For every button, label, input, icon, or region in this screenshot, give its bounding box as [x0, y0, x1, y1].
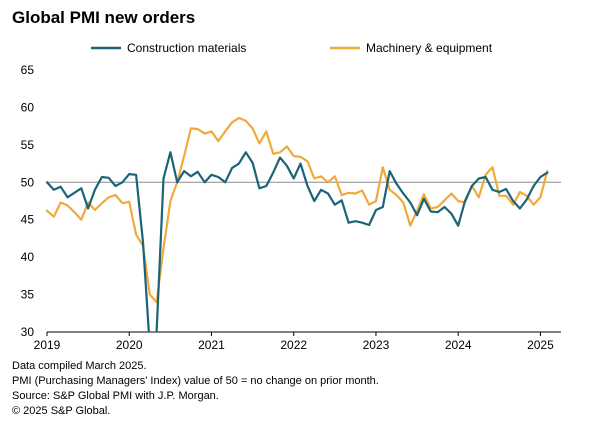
note-source: Source: S&P Global PMI with J.P. Morgan.	[12, 390, 219, 402]
series-line-machinery-equipment	[45, 116, 549, 304]
x-tick-label-2024: 2024	[445, 338, 472, 352]
y-tick-label-50: 50	[21, 175, 35, 189]
x-axis: 2019 2020 2021 2022 2023 2024 2025	[34, 331, 561, 352]
x-tick-label-2022: 2022	[280, 338, 307, 352]
note-copyright: © 2025 S&P Global.	[12, 405, 111, 417]
chart-svg: Construction materials Machinery & equip…	[21, 41, 561, 352]
y-tick-label-55: 55	[21, 138, 35, 152]
legend-label-machinery-equipment: Machinery & equipment	[366, 41, 493, 55]
legend: Construction materials Machinery & equip…	[91, 41, 493, 55]
y-tick-label-45: 45	[21, 213, 35, 227]
x-tick-label-2019: 2019	[34, 338, 61, 352]
x-tick-label-2023: 2023	[363, 338, 390, 352]
chart-title: Global PMI new orders	[12, 8, 196, 27]
note-data-compiled: Data compiled March 2025.	[12, 360, 147, 372]
x-tick-label-2021: 2021	[198, 338, 225, 352]
series-layer	[45, 116, 549, 332]
y-tick-label-60: 60	[21, 100, 35, 114]
x-tick-label-2020: 2020	[116, 338, 143, 352]
y-axis: 30 35 40 45 50 55 60 65	[21, 63, 35, 339]
y-tick-label-65: 65	[21, 63, 35, 77]
y-tick-label-35: 35	[21, 288, 35, 302]
series-line-construction-materials	[45, 151, 549, 332]
y-tick-label-30: 30	[21, 325, 35, 339]
x-tick-label-2025: 2025	[527, 338, 554, 352]
y-tick-label-40: 40	[21, 250, 35, 264]
note-pmi-definition: PMI (Purchasing Managers' Index) value o…	[12, 375, 379, 387]
chart-notes: Data compiled March 2025. PMI (Purchasin…	[12, 359, 379, 419]
legend-label-construction-materials: Construction materials	[127, 41, 246, 55]
